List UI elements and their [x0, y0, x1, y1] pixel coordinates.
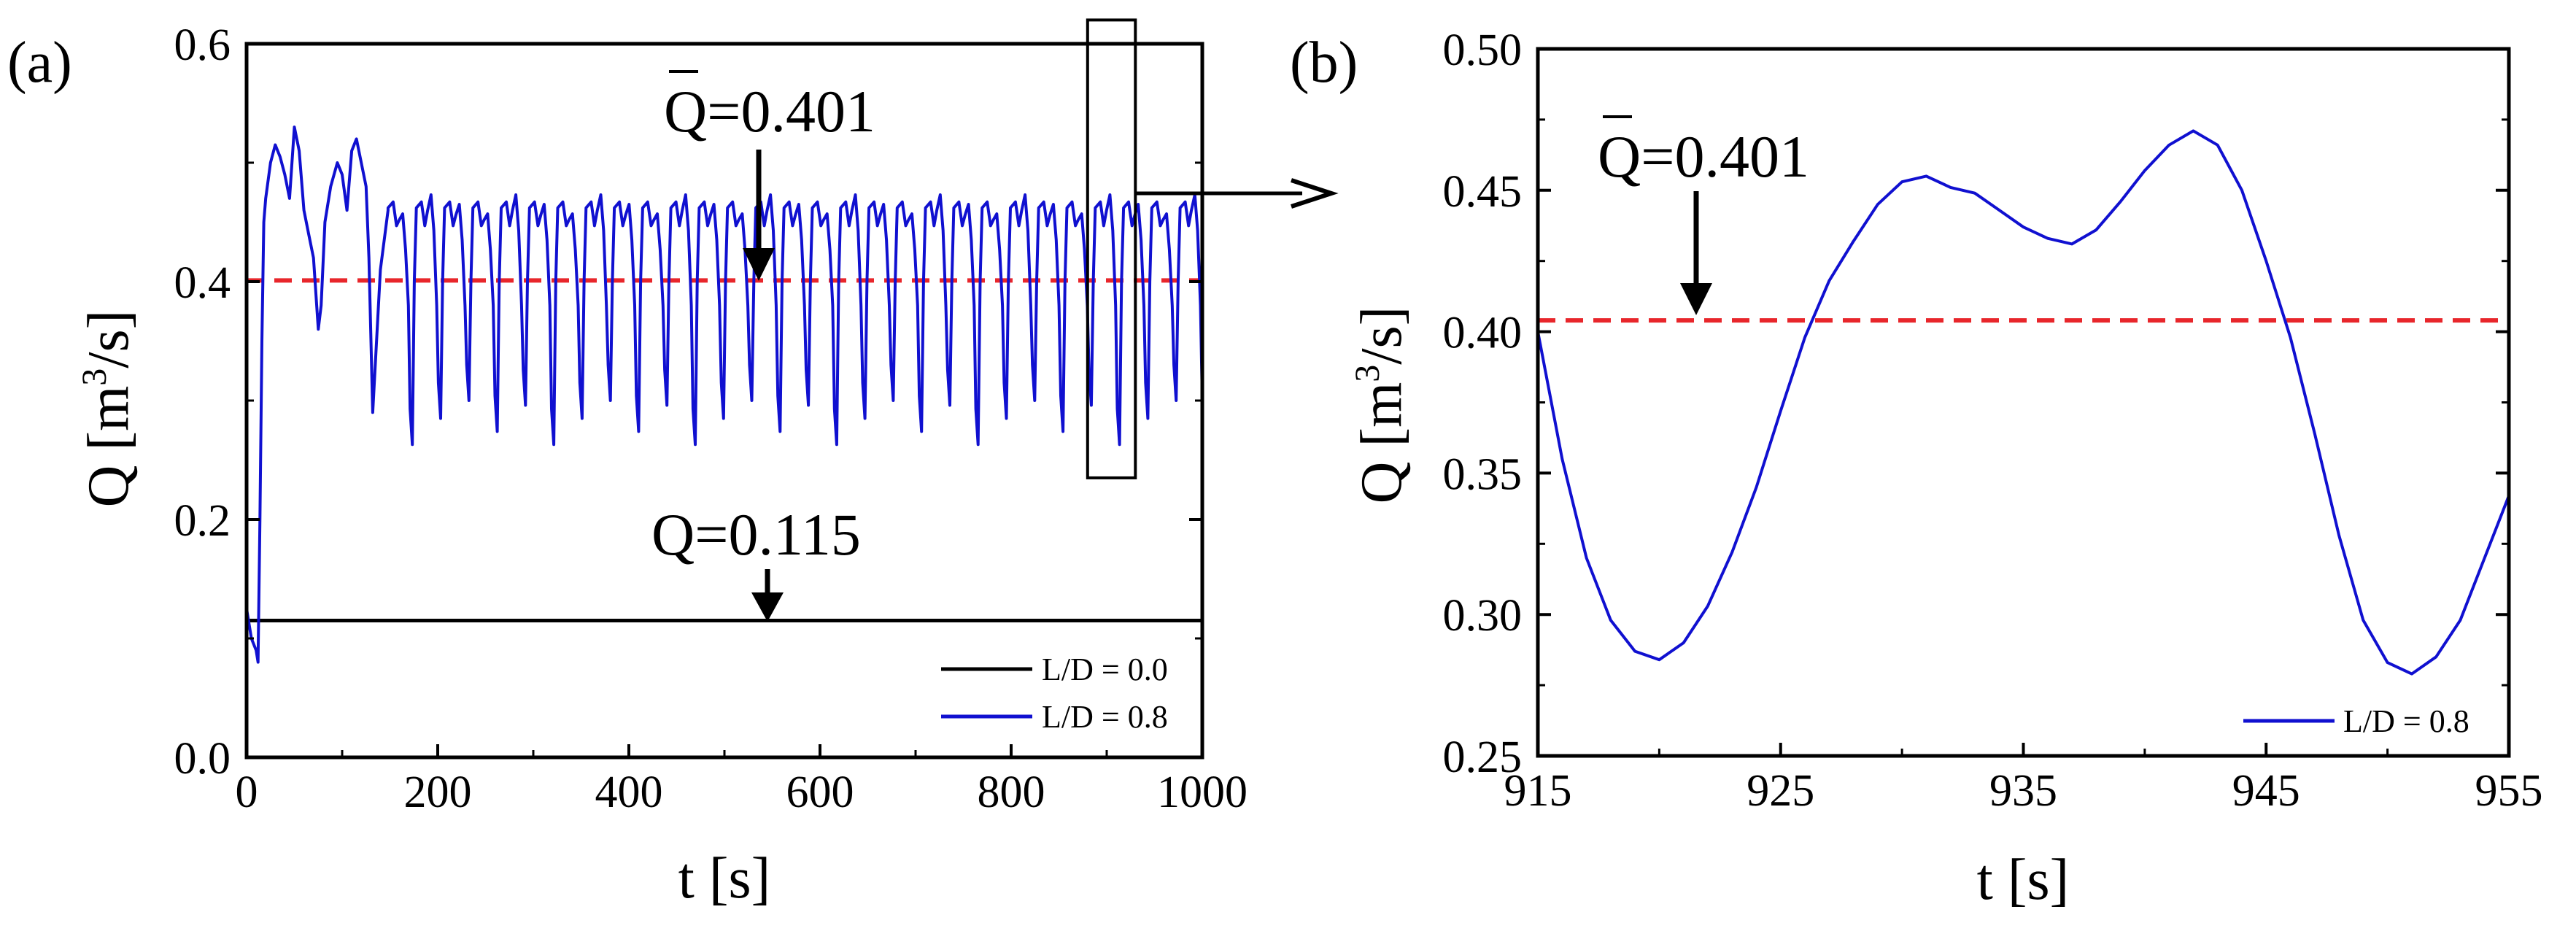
x-tick-label: 200: [404, 768, 472, 817]
panel-a-steady-arrow-head: [751, 592, 784, 622]
x-tick-label: 400: [595, 768, 663, 817]
x-tick-label: 915: [1504, 766, 1572, 816]
panel-a-ylabel: Q [m3/s]: [75, 310, 141, 508]
y-tick-label: 0.6: [174, 20, 231, 70]
panel-b: (b) 915 925 935 945 955 0.25 0.30 0.35 0.40 0.45 0…: [1290, 26, 2543, 912]
panel-b-mean-value: =0.401: [1641, 123, 1809, 190]
panel-b-legend: L/D = 0.8: [2243, 703, 2469, 739]
x-tick-label: 800: [978, 768, 1045, 817]
panel-a-zoom-box: [1086, 18, 1137, 479]
panel-b-letter: (b): [1290, 31, 1358, 95]
y-tick-label: 0.30: [1443, 591, 1523, 641]
panel-a-steady-text: Q=0.115: [651, 501, 861, 568]
panel-a-ticks: 0 200 400 600 800 1000 0.0 0.2 0.4 0.6: [174, 20, 1248, 817]
x-tick-label: 0: [236, 768, 258, 817]
y-tick-label: 0.0: [174, 734, 231, 784]
panel-a-ylabel-sup: 3: [75, 368, 114, 386]
y-tick-label: 0.45: [1443, 167, 1523, 217]
panel-a-ylabel-main: Q [m: [77, 386, 141, 508]
panel-a-mean-annotation: Q=0.401: [664, 70, 875, 281]
panel-b-mean-arrow-head: [1680, 283, 1712, 315]
panel-b-series-ld08: [1538, 129, 2509, 676]
panel-b-ylabel: Q [m3/s]: [1348, 306, 1414, 504]
panel-b-mean-symbol: Q: [1598, 123, 1641, 190]
panel-a-ylabel-tail: /s]: [77, 310, 141, 368]
panel-a: (a) 0 200 400 600 800 1000 0.0 0.2 0.4 0.6 Q [m3/…: [7, 18, 1339, 911]
x-tick-label: 925: [1747, 766, 1814, 816]
y-tick-label: 0.2: [174, 496, 231, 546]
y-tick-label: 0.50: [1443, 26, 1523, 75]
x-tick-label: 955: [2475, 766, 2543, 816]
panel-b-plot-area: [1538, 129, 2509, 676]
panel-a-legend: L/D = 0.0 L/D = 0.8: [941, 652, 1168, 735]
zoom-arrow: [1134, 178, 1339, 209]
panel-a-steady-annotation: Q=0.115: [651, 501, 861, 622]
panel-b-ticks: 915 925 935 945 955 0.25 0.30 0.35 0.40 0.45 0.50: [1443, 26, 2543, 816]
panel-b-ylabel-tail: /s]: [1350, 306, 1414, 365]
panel-b-ylabel-sup: 3: [1348, 365, 1387, 382]
panel-b-ylabel-main: Q [m: [1350, 382, 1414, 504]
panel-a-mean-symbol: Q: [664, 78, 707, 144]
x-tick-label: 1000: [1157, 768, 1248, 817]
panel-a-plot-area: [247, 125, 1202, 664]
x-tick-label: 945: [2232, 766, 2300, 816]
panel-a-mean-text: Q=0.401: [664, 78, 875, 144]
panel-b-xlabel: t [s]: [1977, 848, 2070, 912]
panel-a-letter: (a): [7, 31, 72, 95]
panel-a-legend-label-ld00: L/D = 0.0: [1042, 652, 1168, 687]
y-tick-label: 0.25: [1443, 733, 1523, 782]
panel-a-legend-label-ld08: L/D = 0.8: [1042, 699, 1168, 735]
x-tick-label: 600: [786, 768, 854, 817]
panel-b-mean-text: Q=0.401: [1598, 123, 1809, 190]
y-tick-label: 0.35: [1443, 449, 1523, 499]
panel-a-mean-value: =0.401: [707, 78, 875, 144]
y-tick-label: 0.4: [174, 258, 231, 308]
y-tick-label: 0.40: [1443, 309, 1523, 358]
zoom-arrow-head: [1291, 178, 1339, 209]
x-tick-label: 935: [1989, 766, 2057, 816]
panel-b-legend-label-ld08: L/D = 0.8: [2343, 703, 2469, 739]
panel-b-mean-annotation: Q=0.401: [1598, 115, 1809, 315]
panel-a-xlabel: t [s]: [678, 846, 771, 911]
panel-a-mean-arrow-head: [743, 248, 775, 281]
panel-a-series-ld08: [247, 125, 1202, 664]
